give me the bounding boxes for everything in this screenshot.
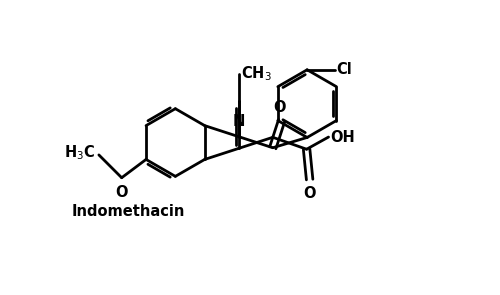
Text: OH: OH — [330, 130, 355, 145]
Text: Cl: Cl — [336, 62, 351, 77]
Text: O: O — [273, 99, 285, 114]
Text: N: N — [233, 114, 245, 129]
Text: CH$_3$: CH$_3$ — [241, 65, 272, 83]
Text: Indomethacin: Indomethacin — [72, 204, 186, 219]
Text: O: O — [116, 185, 128, 200]
Text: O: O — [304, 186, 316, 201]
Text: H$_3$C: H$_3$C — [64, 144, 95, 162]
